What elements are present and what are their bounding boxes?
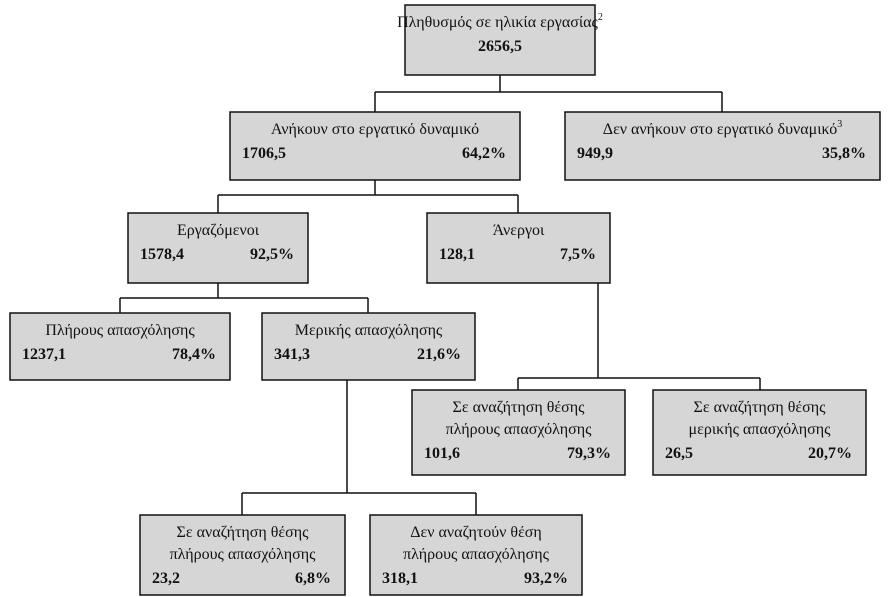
node-value: 341,3 [274, 346, 310, 363]
node-percent: 6,8% [295, 570, 331, 587]
label-text: Δεν ανήκουν στο εργατικό δυναμικό [603, 121, 837, 138]
node-percent: 78,4% [172, 346, 216, 363]
label-text: Πλήρους απασχόλησης [45, 322, 195, 339]
label-text: Άνεργοι [493, 222, 545, 239]
node-label: Εργαζόμενοι [177, 222, 260, 239]
node-box [9, 312, 231, 381]
node-value: 949,9 [577, 145, 613, 162]
node-label: πλήρους απασχόλησης [446, 421, 593, 438]
superscript: 2 [598, 12, 603, 23]
label-text: Δεν αναζητούν θέση [410, 524, 542, 541]
node-percent: 20,7% [808, 445, 852, 462]
node: Σε αναζήτηση θέσης πλήρους απασχόλησης 101… [411, 389, 626, 476]
node: Μερικής απασχόλησης 341,3 21,6% [261, 312, 476, 381]
node-value: 23,2 [152, 570, 180, 587]
node: Δεν ανήκουν στο εργατικό δυναμικό3 949,9 3… [564, 111, 881, 181]
node-box [261, 312, 476, 381]
label-text: Ανήκουν στο εργατικό δυναμικό [271, 121, 479, 138]
node-percent: 21,6% [417, 346, 461, 363]
label-text: Εργαζόμενοι [177, 222, 260, 239]
label-text: Σε αναζήτηση θέσης [177, 524, 310, 541]
node: Πληθυσμός σε ηλικία εργασίας2 2656,5 [397, 4, 603, 76]
label-text: Πληθυσμός σε ηλικία εργασίας [397, 14, 598, 31]
node-box [564, 111, 881, 181]
node-label: μερικής απασχόλησης [689, 421, 832, 438]
node: Δεν αναζητούν θέση πλήρους απασχόλησης 318… [369, 514, 583, 596]
node-percent: 92,5% [250, 246, 294, 263]
label-text: πλήρους απασχόλησης [446, 421, 593, 438]
node-label: Δεν ανήκουν στο εργατικό δυναμικό3 [603, 119, 842, 138]
node: Πλήρους απασχόλησης 1237,1 78,4% [9, 312, 231, 381]
connector [374, 75, 723, 112]
node-label: Ανήκουν στο εργατικό δυναμικό [271, 121, 479, 138]
node-value: 101,6 [424, 445, 460, 462]
node-box [404, 4, 596, 76]
label-text: πλήρους απασχόλησης [170, 546, 317, 563]
connectors [119, 75, 761, 515]
superscript: 3 [837, 119, 842, 130]
node-box [139, 514, 346, 596]
node-value: 1578,4 [140, 246, 184, 263]
node-box [127, 212, 309, 284]
node: Σε αναζήτηση θέσης μερικής απασχόλησης 26,… [652, 389, 867, 476]
connector [241, 380, 477, 515]
node: Σε αναζήτηση θέσης πλήρους απασχόλησης 23,… [139, 514, 346, 596]
node-percent: 35,8% [822, 145, 866, 162]
node-value: 1706,5 [242, 145, 286, 162]
label-text: Μερικής απασχόλησης [295, 322, 443, 339]
node-label: Μερικής απασχόλησης [295, 322, 443, 339]
node-box [411, 389, 626, 476]
node-percent: 79,3% [567, 445, 611, 462]
node-value: 1237,1 [22, 346, 66, 363]
node-label: πλήρους απασχόλησης [170, 546, 317, 563]
node-label: Πληθυσμός σε ηλικία εργασίας2 [397, 12, 603, 31]
connector [119, 283, 369, 313]
node-label: πλήρους απασχόλησης [403, 546, 550, 563]
node-value: 26,5 [665, 445, 693, 462]
node-box [229, 111, 521, 181]
node-percent: 7,5% [560, 246, 596, 263]
node-box [426, 212, 611, 284]
node-value: 2656,5 [478, 38, 522, 55]
node-box [652, 389, 867, 476]
node-percent: 64,2% [462, 145, 506, 162]
node-label: Σε αναζήτηση θέσης [694, 399, 827, 416]
label-text: Σε αναζήτηση θέσης [694, 399, 827, 416]
node-value: 128,1 [439, 246, 475, 263]
connector [517, 283, 761, 390]
node-label: Δεν αναζητούν θέση [410, 524, 542, 541]
node-box [369, 514, 583, 596]
node-label: Πλήρους απασχόλησης [45, 322, 195, 339]
node: Ανήκουν στο εργατικό δυναμικό 1706,5 64,2% [229, 111, 521, 181]
label-text: Σε αναζήτηση θέσης [453, 399, 586, 416]
node-label: Άνεργοι [493, 222, 545, 239]
node-label: Σε αναζήτηση θέσης [453, 399, 586, 416]
node-label: Σε αναζήτηση θέσης [177, 524, 310, 541]
node: Άνεργοι 128,1 7,5% [426, 212, 611, 284]
label-text: πλήρους απασχόλησης [403, 546, 550, 563]
node-percent: 93,2% [524, 570, 568, 587]
label-text: μερικής απασχόλησης [689, 421, 832, 438]
connector [217, 180, 519, 213]
node: Εργαζόμενοι 1578,4 92,5% [127, 212, 309, 284]
node-value: 318,1 [382, 570, 418, 587]
